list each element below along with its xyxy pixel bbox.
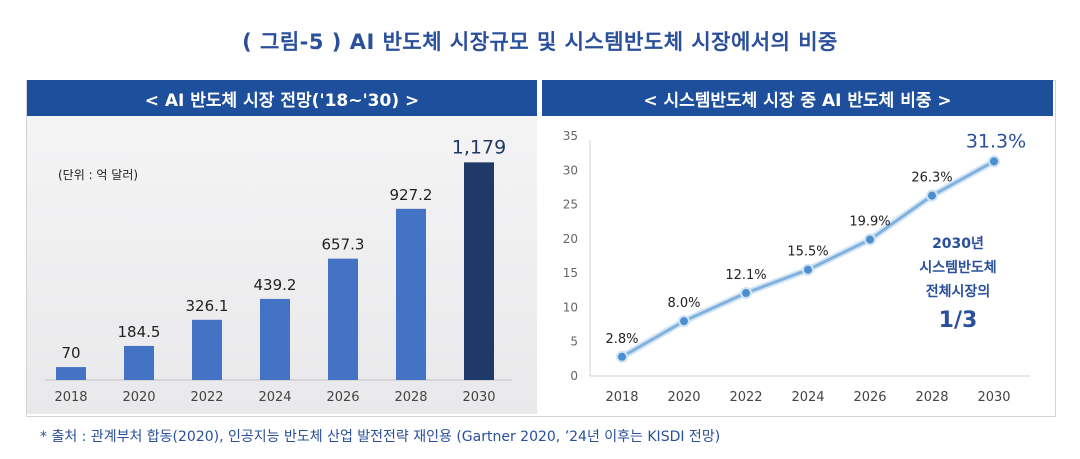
line-value-label: 15.5% (787, 245, 828, 260)
annotation-line2: 시스템반도체 (919, 259, 996, 276)
line-x-tick: 2024 (791, 390, 824, 405)
line-x-tick: 2020 (667, 390, 700, 405)
left-panel-header: < AI 반도체 시장 전망('18~'30) > (27, 80, 537, 116)
bar-x-tick: 2022 (190, 390, 223, 405)
right-panel-background (542, 116, 1053, 414)
annotation-line4: 1/3 (939, 308, 978, 333)
bar-2028 (396, 208, 426, 380)
line-point-2030 (988, 155, 1000, 168)
panel-divider (537, 80, 542, 416)
figure-title: ( 그림-5 ) AI 반도체 시장규모 및 시스템반도체 시장에서의 비중 (242, 30, 838, 54)
bar-x-tick: 2028 (394, 390, 427, 405)
bar-x-tick: 2020 (122, 390, 155, 405)
bar-2018 (56, 367, 86, 380)
bar-2020 (124, 345, 154, 380)
bar-2024 (260, 298, 290, 380)
line-point-2020 (678, 315, 690, 328)
bar-value-label: 326.1 (186, 297, 229, 315)
line-point-2024 (802, 263, 814, 276)
bar-x-tick: 2030 (462, 390, 495, 405)
line-value-label: 31.3% (966, 130, 1026, 152)
line-point-2018 (616, 350, 628, 363)
line-x-tick: 2018 (605, 390, 638, 405)
bar-value-label: 439.2 (254, 276, 297, 294)
line-point-2022 (740, 287, 752, 300)
line-y-tick: 5 (570, 335, 578, 349)
bar-2030 (464, 162, 494, 380)
line-value-label: 19.9% (849, 215, 890, 230)
bar-x-tick: 2026 (326, 390, 359, 405)
line-y-tick: 10 (563, 300, 578, 314)
line-y-tick: 25 (563, 198, 578, 212)
line-x-tick: 2022 (729, 390, 762, 405)
line-x-tick: 2030 (977, 390, 1010, 405)
bar-value-label: 70 (61, 344, 80, 362)
bar-value-label: 927.2 (390, 186, 433, 204)
annotation-line3: 전체시장의 (926, 283, 990, 300)
line-y-tick: 30 (563, 163, 578, 177)
bar-value-label: 1,179 (452, 136, 506, 158)
annotation-line1: 2030년 (932, 236, 984, 252)
line-y-tick: 15 (563, 266, 578, 280)
line-value-label: 12.1% (725, 268, 766, 283)
line-x-tick: 2028 (915, 390, 948, 405)
line-x-tick: 2026 (853, 390, 886, 405)
unit-label: (단위 : 억 달러) (58, 168, 139, 182)
bar-value-label: 184.5 (118, 323, 161, 341)
line-value-label: 26.3% (911, 171, 952, 186)
line-y-tick: 0 (570, 369, 578, 383)
bar-value-label: 657.3 (322, 236, 365, 254)
line-y-tick: 20 (563, 232, 578, 246)
line-point-2026 (864, 233, 876, 246)
source-note: * 출처 : 관계부처 합동(2020), 인공지능 반도체 산업 발전전략 재… (40, 429, 721, 445)
line-point-2028 (926, 189, 938, 202)
bar-2026 (328, 258, 358, 380)
line-y-tick: 35 (563, 129, 578, 143)
line-value-label: 2.8% (605, 332, 638, 347)
bar-2022 (192, 319, 222, 380)
line-value-label: 8.0% (667, 296, 700, 311)
right-panel-header: < 시스템반도체 시장 중 AI 반도체 비중 > (542, 80, 1053, 116)
bar-x-tick: 2024 (258, 390, 291, 405)
bar-x-tick: 2018 (54, 390, 87, 405)
